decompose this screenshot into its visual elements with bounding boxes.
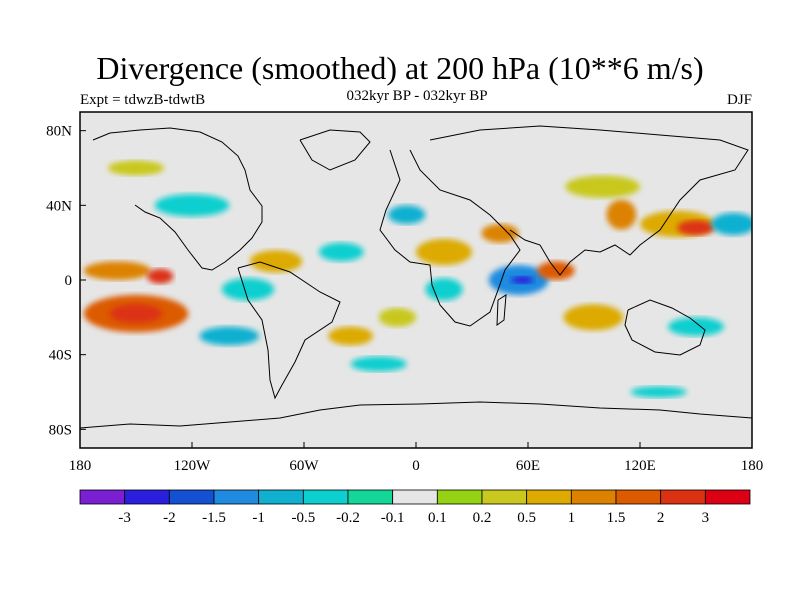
divergence-anomaly-22 (710, 212, 752, 236)
latitude-axis: 80N 40N 0 40S 80S (46, 124, 86, 438)
lon-tick-label: 120W (174, 458, 212, 474)
colorbar-label: -1 (252, 510, 265, 526)
coastline-asia (429, 125, 749, 276)
divergence-anomaly-18 (563, 304, 624, 331)
colorbar-swatch (258, 489, 304, 505)
divergence-anomaly-11 (388, 205, 426, 225)
coastline-europe-africa (379, 149, 521, 327)
lat-tick-label: 80S (49, 422, 72, 438)
colorbar-label: 3 (702, 510, 710, 526)
divergence-anomaly-13 (425, 278, 463, 301)
divergence-anomaly-9 (328, 326, 374, 346)
divergence-anomaly-14 (481, 224, 519, 243)
colorbar-swatch (526, 489, 572, 505)
lat-tick-label: 0 (65, 273, 73, 289)
divergence-anomaly-7 (249, 250, 303, 273)
divergence-anomaly-23 (668, 317, 724, 336)
colorbar-label: 0.5 (517, 510, 536, 526)
longitude-axis: 180 120W 60W 0 60E 120E 180 (69, 442, 764, 474)
colorbar-label: 1.5 (607, 510, 626, 526)
experiment-label: Expt = tdwzB-tdwtB (80, 92, 206, 108)
colorbar-swatch (704, 489, 751, 505)
colorbar-label: -0.5 (291, 510, 315, 526)
lon-tick-label: 180 (741, 458, 764, 474)
divergence-anomaly-2 (109, 304, 163, 323)
coastline-north-america (92, 127, 263, 271)
colorbar-swatch (124, 489, 170, 505)
divergence-anomaly-28 (108, 160, 164, 176)
divergence-anomaly-12 (416, 238, 472, 266)
coastline-australia (624, 299, 706, 356)
coastline-greenland (299, 129, 371, 171)
divergence-anomaly-21 (677, 220, 715, 236)
colorbar-swatch (436, 489, 483, 505)
season-label: DJF (726, 92, 752, 108)
lon-tick-label: 180 (69, 458, 92, 474)
colorbar-label: 2 (657, 510, 665, 526)
lat-tick-label: 40S (49, 348, 72, 364)
colorbar-swatch (213, 489, 260, 505)
colorbar-label: -2 (163, 510, 176, 526)
lon-tick-label: 0 (412, 458, 420, 474)
lon-tick-label: 60W (289, 458, 319, 474)
colorbar-swatch (392, 489, 438, 505)
colorbar-label: 0.1 (428, 510, 447, 526)
colorbar-label: -0.1 (381, 510, 405, 526)
coastline-madagascar (496, 294, 507, 327)
colorbar-swatch (347, 489, 394, 505)
colorbar-label: -0.2 (336, 510, 360, 526)
colorbar-label: -1.5 (202, 510, 226, 526)
lon-tick-label: 120E (624, 458, 656, 474)
divergence-anomaly-26 (350, 356, 407, 372)
divergence-anomaly-10 (378, 308, 417, 327)
divergence-anomaly-24 (154, 194, 230, 217)
colorbar-swatch (481, 489, 528, 505)
colorbar-swatch (660, 489, 706, 505)
colorbar: -3 -2 -1.5 -1 -0.5 -0.2 -0.1 0.1 0.2 0.5 1 1.5 2 3 (79, 489, 751, 526)
divergence-anomaly-25 (565, 175, 641, 198)
lat-tick-label: 40N (46, 198, 72, 214)
colorbar-swatch (570, 489, 617, 505)
divergence-anomaly-4 (147, 268, 174, 284)
divergence-anomaly-17 (537, 261, 575, 280)
colorbar-swatch (168, 489, 215, 505)
divergence-anomaly-16 (511, 276, 534, 284)
colorbar-swatch (615, 489, 662, 505)
divergence-field (83, 160, 752, 398)
divergence-anomaly-6 (199, 326, 260, 346)
coastline-south-america (237, 261, 341, 400)
lon-tick-label: 60E (516, 458, 540, 474)
divergence-anomaly-27 (630, 386, 687, 398)
colorbar-label: 1 (568, 510, 576, 526)
lat-tick-label: 80N (46, 124, 72, 140)
divergence-anomaly-8 (318, 242, 364, 262)
divergence-anomaly-5 (221, 278, 275, 301)
plot-title: Divergence (smoothed) at 200 hPa (10**6 … (96, 50, 704, 86)
coastline-antarctica (80, 401, 752, 429)
colorbar-swatch (302, 489, 349, 505)
colorbar-label: 0.2 (473, 510, 492, 526)
colorbar-label: -3 (118, 510, 131, 526)
period-label: 032kyr BP - 032kyr BP (346, 88, 488, 104)
divergence-anomaly-19 (606, 199, 637, 230)
colorbar-swatch (79, 489, 126, 505)
divergence-anomaly-3 (83, 261, 151, 280)
coastlines (80, 125, 752, 429)
